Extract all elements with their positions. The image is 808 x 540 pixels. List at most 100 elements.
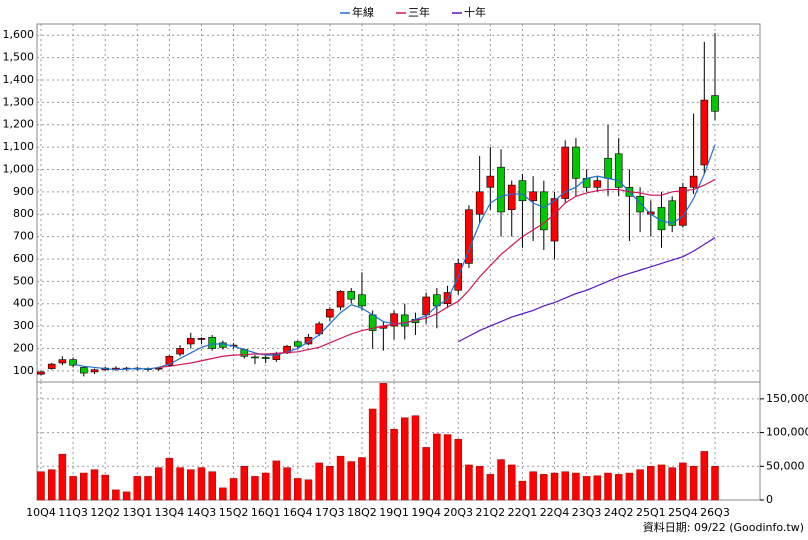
volume-bar [251, 476, 259, 501]
candle-body [711, 95, 719, 112]
volume-bar [326, 466, 334, 501]
candle-body [604, 157, 612, 179]
candle-body [540, 191, 548, 231]
candle-body [572, 146, 580, 179]
volume-bar [272, 460, 281, 501]
volume-bar [379, 383, 388, 501]
x-tick-label: 16Q1 [251, 506, 281, 519]
x-tick-label: 21Q2 [476, 506, 506, 519]
candle-body [47, 363, 56, 369]
volume-bar [518, 480, 527, 501]
candle-body [197, 338, 206, 340]
price-panel [36, 23, 761, 383]
candle-body [507, 184, 516, 211]
volume-bar [208, 471, 216, 501]
x-tick-label: 15Q2 [219, 506, 249, 519]
volume-bar [58, 453, 67, 501]
candle-body [315, 323, 323, 335]
candle-body [326, 308, 334, 318]
volume-bar [368, 408, 377, 501]
y-tick-label: 100,000 [766, 426, 808, 439]
x-tick-label: 26Q3 [700, 506, 730, 519]
volume-bar [219, 487, 227, 501]
candle-body [614, 153, 623, 188]
legend-label: 三年 [408, 5, 430, 19]
y-tick-label: 1,000 [3, 162, 35, 175]
volume-bar [572, 472, 580, 501]
y-tick-label: 150,000 [766, 392, 808, 405]
candle-body [636, 195, 644, 213]
candle-body [69, 359, 77, 366]
candle-body [347, 291, 356, 300]
volume-bar [668, 467, 676, 501]
candle-body [37, 371, 45, 375]
y-tick-label: 50,000 [766, 459, 805, 472]
volume-bar [112, 489, 120, 501]
candle-body [689, 175, 698, 188]
volume-bar [122, 491, 131, 501]
volume-bar [347, 461, 356, 501]
volume-bar [69, 476, 77, 501]
candle-body [358, 294, 366, 307]
candle-body [700, 99, 709, 166]
candle-body [518, 180, 527, 202]
candle-body [154, 367, 163, 370]
volume-bar [165, 457, 174, 501]
legend-label: 十年 [464, 5, 486, 19]
candle-body [593, 180, 602, 188]
volume-bar [711, 466, 719, 501]
candle-body [304, 336, 313, 345]
candle-body [668, 200, 677, 226]
volume-bar [411, 415, 420, 501]
x-tick-label: 20Q3 [443, 506, 473, 519]
x-tick-label: 19Q4 [411, 506, 441, 519]
candle-body [251, 356, 259, 359]
volume-bar [454, 439, 462, 501]
y-tick-label: 1,500 [3, 51, 35, 64]
volume-bar [625, 472, 634, 501]
candle-body [400, 314, 409, 327]
volume-bar [304, 479, 313, 501]
candle-body [261, 357, 270, 359]
volume-bar [561, 471, 569, 501]
candle-body [272, 353, 281, 360]
volume-bar [614, 474, 623, 501]
volume-bar [90, 469, 99, 501]
volume-bar [582, 476, 591, 501]
y-tick-label: 0 [766, 493, 773, 506]
x-tick-label: 13Q1 [122, 506, 152, 519]
x-tick-label: 13Q4 [155, 506, 185, 519]
x-tick-label: 24Q2 [604, 506, 634, 519]
volume-bar [422, 447, 430, 501]
volume-bar [550, 472, 559, 501]
volume-bar [507, 464, 516, 501]
volume-bar [604, 472, 612, 501]
x-tick-label: 22Q4 [540, 506, 570, 519]
volume-bar [529, 471, 537, 501]
x-tick-label: 25Q1 [636, 506, 666, 519]
candle-body [679, 187, 687, 226]
volume-panel [36, 381, 761, 501]
candle-body [497, 166, 505, 213]
y-tick-label: 1,200 [3, 118, 35, 131]
volume-bar [80, 472, 88, 501]
volume-bar [657, 464, 666, 501]
y-tick-label: 900 [13, 185, 34, 198]
candle-body [79, 367, 88, 374]
volume-bar [101, 474, 109, 501]
volume-bar [636, 469, 644, 501]
volume-bar [497, 459, 505, 501]
y-tick-label: 600 [13, 252, 34, 265]
volume-bar [261, 472, 270, 501]
candle-body [90, 369, 99, 373]
volume-bar [144, 476, 152, 501]
candle-body [336, 291, 345, 308]
volume-bar [197, 467, 206, 501]
x-tick-label: 22Q1 [508, 506, 538, 519]
volume-bar [187, 469, 195, 501]
x-tick-label: 19Q1 [379, 506, 409, 519]
volume-bar [465, 464, 473, 501]
volume-bar [47, 469, 56, 501]
volume-bar [390, 428, 398, 501]
